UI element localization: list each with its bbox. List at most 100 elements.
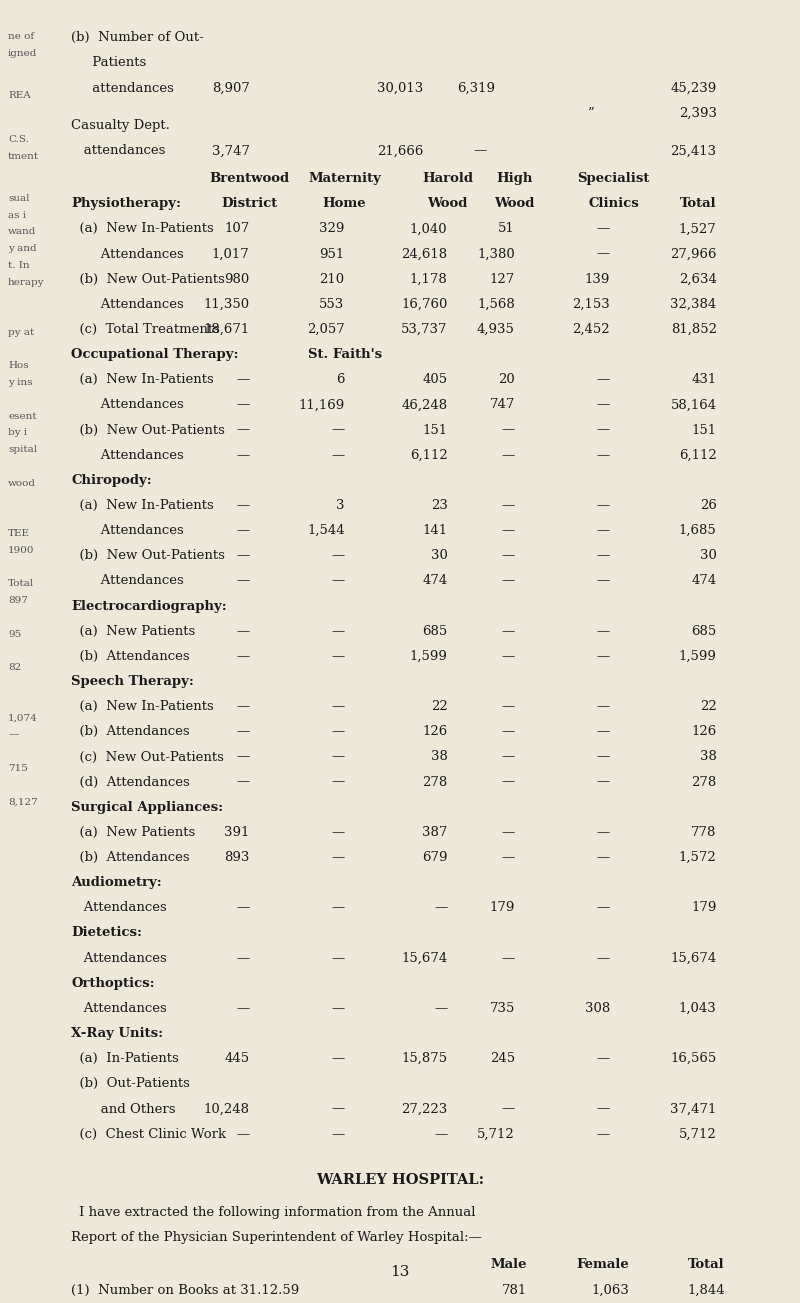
- Text: —: —: [236, 423, 250, 437]
- Text: —: —: [597, 524, 610, 537]
- Text: 897: 897: [8, 595, 28, 605]
- Text: 58,164: 58,164: [670, 399, 717, 412]
- Text: 15,674: 15,674: [670, 951, 717, 964]
- Text: 1,074: 1,074: [8, 714, 38, 722]
- Text: Patients: Patients: [71, 56, 146, 69]
- Text: 278: 278: [422, 775, 447, 788]
- Text: ”: ”: [587, 107, 594, 120]
- Text: (a)  New Patients: (a) New Patients: [71, 624, 196, 637]
- Text: (a)  New In-Patients: (a) New In-Patients: [71, 373, 214, 386]
- Text: as i: as i: [8, 211, 26, 219]
- Text: Total: Total: [680, 197, 717, 210]
- Text: Attendances: Attendances: [71, 575, 184, 588]
- Text: Total: Total: [8, 580, 34, 589]
- Text: —: —: [331, 650, 345, 663]
- Text: 24,618: 24,618: [402, 248, 447, 261]
- Text: Audiometry:: Audiometry:: [71, 876, 162, 889]
- Text: Attendances: Attendances: [71, 298, 184, 311]
- Text: Male: Male: [490, 1259, 526, 1272]
- Text: 329: 329: [319, 223, 345, 236]
- Text: —: —: [597, 650, 610, 663]
- Text: 2,634: 2,634: [678, 272, 717, 285]
- Text: —: —: [597, 499, 610, 512]
- Text: 778: 778: [691, 826, 717, 839]
- Text: 431: 431: [691, 373, 717, 386]
- Text: (a)  New In-Patients: (a) New In-Patients: [71, 700, 214, 713]
- Text: 16,565: 16,565: [670, 1053, 717, 1066]
- Text: Attendances: Attendances: [71, 1002, 167, 1015]
- Text: Attendances: Attendances: [71, 524, 184, 537]
- Text: 781: 781: [502, 1283, 526, 1296]
- Text: 16,760: 16,760: [401, 298, 447, 311]
- Text: —: —: [597, 575, 610, 588]
- Text: —: —: [597, 1127, 610, 1140]
- Text: 685: 685: [691, 624, 717, 637]
- Text: py at: py at: [8, 328, 34, 337]
- Text: —: —: [597, 902, 610, 915]
- Text: 6,112: 6,112: [679, 448, 717, 461]
- Text: Surgical Appliances:: Surgical Appliances:: [71, 801, 223, 814]
- Text: —: —: [597, 624, 610, 637]
- Text: 4,935: 4,935: [477, 323, 514, 336]
- Text: 2,057: 2,057: [307, 323, 345, 336]
- Text: Specialist: Specialist: [578, 172, 650, 185]
- Text: 15,674: 15,674: [402, 951, 447, 964]
- Text: 30: 30: [430, 550, 447, 563]
- Text: Wood: Wood: [427, 197, 468, 210]
- Text: Orthoptics:: Orthoptics:: [71, 977, 155, 990]
- Text: High: High: [497, 172, 533, 185]
- Text: (b)  New Out-Patients: (b) New Out-Patients: [71, 423, 226, 437]
- Text: —: —: [236, 1002, 250, 1015]
- Text: —: —: [502, 726, 514, 739]
- Text: —: —: [236, 650, 250, 663]
- Text: —: —: [331, 448, 345, 461]
- Text: (b)  Out-Patients: (b) Out-Patients: [71, 1078, 190, 1091]
- Text: St. Faith's: St. Faith's: [307, 348, 382, 361]
- Text: —: —: [331, 1053, 345, 1066]
- Text: —: —: [236, 751, 250, 764]
- Text: Casualty Dept.: Casualty Dept.: [71, 120, 170, 133]
- Text: 141: 141: [422, 524, 447, 537]
- Text: 107: 107: [224, 223, 250, 236]
- Text: —: —: [236, 1127, 250, 1140]
- Text: 735: 735: [490, 1002, 514, 1015]
- Text: y ins: y ins: [8, 378, 33, 387]
- Text: (c)  Total Treatments: (c) Total Treatments: [71, 323, 220, 336]
- Text: —: —: [331, 902, 345, 915]
- Text: 679: 679: [422, 851, 447, 864]
- Text: —: —: [597, 751, 610, 764]
- Text: —: —: [331, 624, 345, 637]
- Text: —: —: [502, 826, 514, 839]
- Text: ne of: ne of: [8, 31, 34, 40]
- Text: 474: 474: [691, 575, 717, 588]
- Text: —: —: [331, 575, 345, 588]
- Text: Attendances: Attendances: [71, 951, 167, 964]
- Text: Attendances: Attendances: [71, 902, 167, 915]
- Text: —: —: [502, 775, 514, 788]
- Text: —: —: [236, 726, 250, 739]
- Text: 45,239: 45,239: [670, 82, 717, 95]
- Text: 6: 6: [336, 373, 345, 386]
- Text: 445: 445: [225, 1053, 250, 1066]
- Text: 6,112: 6,112: [410, 448, 447, 461]
- Text: spital: spital: [8, 446, 38, 455]
- Text: 391: 391: [224, 826, 250, 839]
- Text: t. In: t. In: [8, 261, 30, 270]
- Text: C.S.: C.S.: [8, 136, 29, 145]
- Text: —: —: [597, 826, 610, 839]
- Text: 82: 82: [8, 663, 22, 672]
- Text: 1,178: 1,178: [410, 272, 447, 285]
- Text: Harold: Harold: [422, 172, 473, 185]
- Text: —: —: [502, 448, 514, 461]
- Text: —: —: [236, 448, 250, 461]
- Text: (b)  Attendances: (b) Attendances: [71, 726, 190, 739]
- Text: —: —: [331, 1002, 345, 1015]
- Text: 951: 951: [319, 248, 345, 261]
- Text: 27,223: 27,223: [402, 1102, 447, 1115]
- Text: —: —: [597, 373, 610, 386]
- Text: —: —: [502, 751, 514, 764]
- Text: —: —: [331, 951, 345, 964]
- Text: 405: 405: [422, 373, 447, 386]
- Text: 2,452: 2,452: [572, 323, 610, 336]
- Text: —: —: [502, 423, 514, 437]
